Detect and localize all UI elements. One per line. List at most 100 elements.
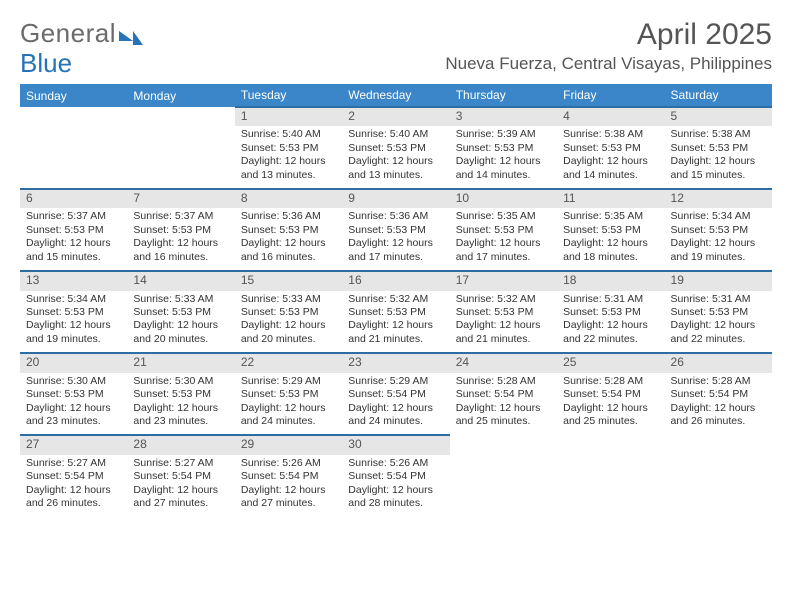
- daylight-text-2: and 16 minutes.: [133, 251, 228, 264]
- day-number: 21: [127, 354, 234, 372]
- daylight-text-1: Daylight: 12 hours: [671, 155, 766, 168]
- calendar-cell: [665, 435, 772, 516]
- daylight-text-1: Daylight: 12 hours: [563, 402, 658, 415]
- calendar-cell: 5Sunrise: 5:38 AMSunset: 5:53 PMDaylight…: [665, 107, 772, 189]
- daylight-text-1: Daylight: 12 hours: [26, 484, 121, 497]
- daylight-text-1: Daylight: 12 hours: [26, 402, 121, 415]
- sunrise-text: Sunrise: 5:27 AM: [26, 457, 121, 470]
- sunrise-text: Sunrise: 5:28 AM: [456, 375, 551, 388]
- daylight-text-2: and 23 minutes.: [26, 415, 121, 428]
- daylight-text-1: Daylight: 12 hours: [348, 402, 443, 415]
- day-number: 15: [235, 272, 342, 290]
- daylight-text-2: and 24 minutes.: [241, 415, 336, 428]
- day-details: Sunrise: 5:29 AMSunset: 5:54 PMDaylight:…: [342, 375, 449, 429]
- sunset-text: Sunset: 5:53 PM: [133, 388, 228, 401]
- sunrise-text: Sunrise: 5:31 AM: [671, 293, 766, 306]
- calendar-week: 1Sunrise: 5:40 AMSunset: 5:53 PMDaylight…: [20, 107, 772, 189]
- daylight-text-1: Daylight: 12 hours: [133, 237, 228, 250]
- day-number: 26: [665, 354, 772, 372]
- month-title: April 2025: [445, 18, 772, 52]
- day-details: Sunrise: 5:30 AMSunset: 5:53 PMDaylight:…: [20, 375, 127, 429]
- daylight-text-2: and 28 minutes.: [348, 497, 443, 510]
- day-details: Sunrise: 5:34 AMSunset: 5:53 PMDaylight:…: [20, 293, 127, 347]
- day-number: 12: [665, 190, 772, 208]
- sunrise-text: Sunrise: 5:38 AM: [671, 128, 766, 141]
- brand-part2: Blue: [20, 48, 72, 79]
- daylight-text-1: Daylight: 12 hours: [26, 237, 121, 250]
- daylight-text-2: and 14 minutes.: [563, 169, 658, 182]
- day-number: 20: [20, 354, 127, 372]
- day-number: 17: [450, 272, 557, 290]
- daylight-text-2: and 21 minutes.: [456, 333, 551, 346]
- daylight-text-2: and 17 minutes.: [348, 251, 443, 264]
- calendar-cell: 7Sunrise: 5:37 AMSunset: 5:53 PMDaylight…: [127, 189, 234, 271]
- sunset-text: Sunset: 5:53 PM: [26, 388, 121, 401]
- sunset-text: Sunset: 5:53 PM: [456, 142, 551, 155]
- sunset-text: Sunset: 5:53 PM: [348, 142, 443, 155]
- day-number: 25: [557, 354, 664, 372]
- sunset-text: Sunset: 5:53 PM: [241, 388, 336, 401]
- calendar-cell: 23Sunrise: 5:29 AMSunset: 5:54 PMDayligh…: [342, 353, 449, 435]
- daylight-text-2: and 20 minutes.: [241, 333, 336, 346]
- calendar-cell: 9Sunrise: 5:36 AMSunset: 5:53 PMDaylight…: [342, 189, 449, 271]
- day-details: Sunrise: 5:36 AMSunset: 5:53 PMDaylight:…: [235, 210, 342, 264]
- daylight-text-1: Daylight: 12 hours: [133, 402, 228, 415]
- sunset-text: Sunset: 5:53 PM: [348, 224, 443, 237]
- calendar-cell: 4Sunrise: 5:38 AMSunset: 5:53 PMDaylight…: [557, 107, 664, 189]
- sunrise-text: Sunrise: 5:35 AM: [456, 210, 551, 223]
- day-number: 19: [665, 272, 772, 290]
- sunset-text: Sunset: 5:54 PM: [456, 388, 551, 401]
- day-header: Sunday: [20, 84, 127, 107]
- daylight-text-1: Daylight: 12 hours: [241, 484, 336, 497]
- day-number: 22: [235, 354, 342, 372]
- calendar-cell: 6Sunrise: 5:37 AMSunset: 5:53 PMDaylight…: [20, 189, 127, 271]
- daylight-text-2: and 15 minutes.: [671, 169, 766, 182]
- day-header-row: Sunday Monday Tuesday Wednesday Thursday…: [20, 84, 772, 107]
- sunset-text: Sunset: 5:53 PM: [671, 224, 766, 237]
- sunset-text: Sunset: 5:54 PM: [671, 388, 766, 401]
- sunset-text: Sunset: 5:54 PM: [563, 388, 658, 401]
- calendar-cell: 22 Sunrise: 5:29 AMSunset: 5:53 PMDayligh…: [235, 353, 342, 435]
- calendar-cell: 14Sunrise: 5:33 AMSunset: 5:53 PMDayligh…: [127, 271, 234, 353]
- daylight-text-1: Daylight: 12 hours: [563, 155, 658, 168]
- day-number: 18: [557, 272, 664, 290]
- calendar-cell: 13Sunrise: 5:34 AMSunset: 5:53 PMDayligh…: [20, 271, 127, 353]
- day-number: 16: [342, 272, 449, 290]
- daylight-text-1: Daylight: 12 hours: [563, 319, 658, 332]
- daylight-text-1: Daylight: 12 hours: [456, 402, 551, 415]
- daylight-text-2: and 25 minutes.: [456, 415, 551, 428]
- sunset-text: Sunset: 5:53 PM: [456, 224, 551, 237]
- daylight-text-1: Daylight: 12 hours: [241, 319, 336, 332]
- calendar-cell: [127, 107, 234, 189]
- sunset-text: Sunset: 5:54 PM: [26, 470, 121, 483]
- daylight-text-2: and 14 minutes.: [456, 169, 551, 182]
- calendar-cell: 10Sunrise: 5:35 AMSunset: 5:53 PMDayligh…: [450, 189, 557, 271]
- daylight-text-2: and 19 minutes.: [26, 333, 121, 346]
- sunrise-text: Sunrise: 5:32 AM: [456, 293, 551, 306]
- calendar-week: 6Sunrise: 5:37 AMSunset: 5:53 PMDaylight…: [20, 189, 772, 271]
- day-header: Thursday: [450, 84, 557, 107]
- calendar-cell: 27Sunrise: 5:27 AMSunset: 5:54 PMDayligh…: [20, 435, 127, 516]
- sunrise-text: Sunrise: 5:40 AM: [241, 128, 336, 141]
- daylight-text-1: Daylight: 12 hours: [671, 237, 766, 250]
- calendar-cell: 8Sunrise: 5:36 AMSunset: 5:53 PMDaylight…: [235, 189, 342, 271]
- day-details: Sunrise: 5:29 AMSunset: 5:53 PMDaylight:…: [235, 375, 342, 429]
- daylight-text-1: Daylight: 12 hours: [456, 155, 551, 168]
- calendar-cell: 19Sunrise: 5:31 AMSunset: 5:53 PMDayligh…: [665, 271, 772, 353]
- daylight-text-1: Daylight: 12 hours: [456, 237, 551, 250]
- sunrise-text: Sunrise: 5:37 AM: [26, 210, 121, 223]
- day-number: 3: [450, 108, 557, 126]
- page-header: General April 2025 Nueva Fuerza, Central…: [20, 18, 772, 74]
- sunset-text: Sunset: 5:54 PM: [348, 388, 443, 401]
- daylight-text-2: and 18 minutes.: [563, 251, 658, 264]
- sunrise-text: Sunrise: 5:34 AM: [26, 293, 121, 306]
- calendar-cell: 16Sunrise: 5:32 AMSunset: 5:53 PMDayligh…: [342, 271, 449, 353]
- logo-sail2-icon: [133, 31, 143, 45]
- day-details: Sunrise: 5:32 AMSunset: 5:53 PMDaylight:…: [450, 293, 557, 347]
- day-details: Sunrise: 5:33 AMSunset: 5:53 PMDaylight:…: [127, 293, 234, 347]
- sunrise-text: Sunrise: 5:26 AM: [241, 457, 336, 470]
- sunrise-text: Sunrise: 5:39 AM: [456, 128, 551, 141]
- brand-logo: General: [20, 18, 145, 49]
- calendar-cell: [557, 435, 664, 516]
- calendar-cell: 12Sunrise: 5:34 AMSunset: 5:53 PMDayligh…: [665, 189, 772, 271]
